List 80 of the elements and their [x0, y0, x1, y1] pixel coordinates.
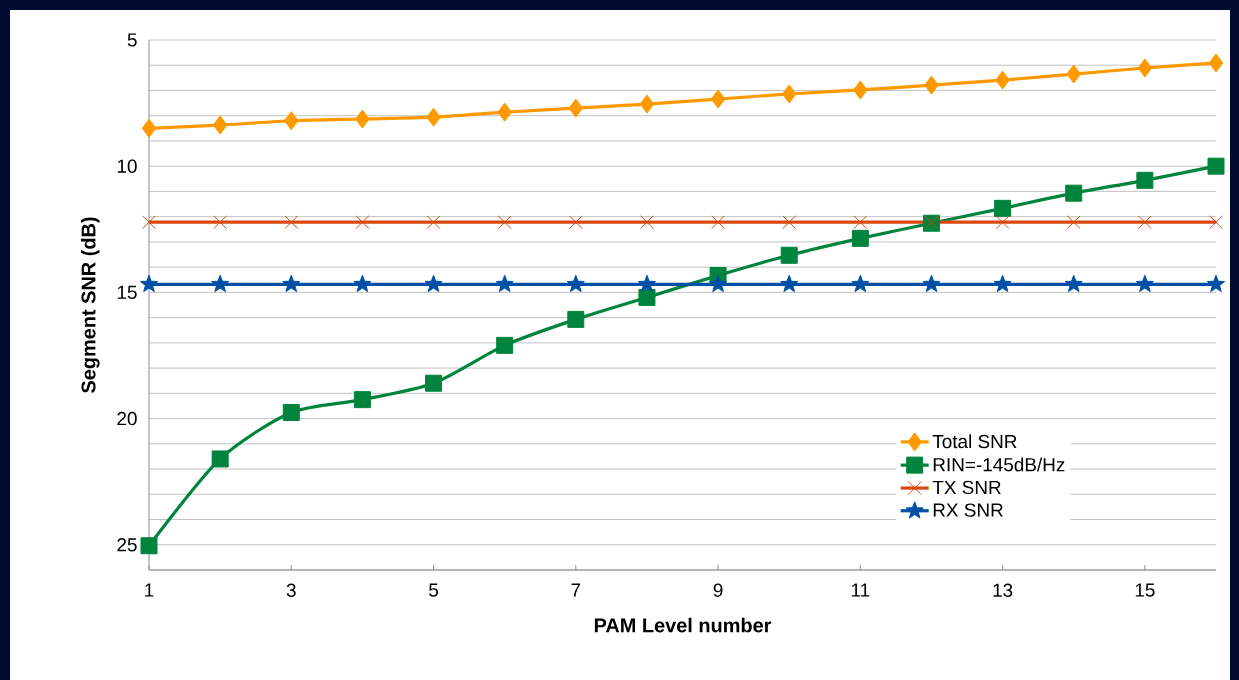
point — [1209, 215, 1223, 230]
x-tick-label: 3 — [286, 583, 296, 597]
point — [497, 215, 512, 230]
point — [1066, 64, 1081, 84]
x-tick-label: 1 — [145, 583, 154, 597]
point — [640, 215, 654, 230]
point — [781, 84, 797, 104]
y-tick-label: 5 — [127, 33, 137, 47]
point — [425, 374, 443, 392]
point — [497, 102, 512, 122]
x-tick-label: 7 — [571, 583, 581, 597]
point — [853, 80, 868, 100]
x-axis-title: PAM Level number — [594, 617, 772, 633]
point — [639, 94, 655, 114]
x-tick-label: 9 — [713, 583, 723, 597]
point — [709, 274, 728, 293]
legend-label: RX SNR — [933, 503, 1003, 517]
point — [284, 111, 299, 131]
point — [495, 274, 514, 293]
x-tick-label: 15 — [1135, 583, 1155, 597]
point — [424, 274, 443, 293]
point — [212, 115, 228, 135]
point — [1066, 215, 1081, 230]
point — [567, 310, 585, 328]
y-tick-label: 15 — [117, 285, 137, 299]
point — [995, 70, 1010, 90]
y-tick-label: 20 — [117, 411, 137, 426]
point — [355, 109, 370, 129]
point — [637, 274, 656, 293]
point — [994, 199, 1012, 217]
point — [353, 274, 372, 293]
point — [711, 215, 725, 230]
point — [496, 336, 514, 354]
point — [924, 75, 939, 95]
point — [993, 274, 1012, 293]
point — [426, 107, 441, 127]
point — [282, 404, 300, 422]
legend-label: Total SNR — [932, 434, 1017, 449]
point — [284, 215, 299, 230]
legend-label: TX SNR — [932, 480, 1001, 495]
point — [1065, 184, 1083, 202]
point — [139, 274, 159, 293]
point — [566, 274, 585, 293]
point — [851, 274, 870, 293]
point — [1208, 53, 1224, 73]
point — [568, 215, 583, 230]
point — [140, 537, 158, 555]
point — [782, 215, 797, 230]
point — [1064, 274, 1083, 293]
point — [353, 391, 371, 409]
point — [282, 274, 301, 293]
point — [780, 246, 798, 264]
point — [213, 215, 228, 230]
point — [142, 215, 156, 230]
point — [922, 274, 941, 293]
point — [426, 215, 441, 230]
point — [995, 215, 1010, 230]
point — [211, 450, 229, 468]
point — [141, 118, 157, 138]
y-tick-label: 10 — [117, 159, 137, 173]
point — [710, 89, 726, 109]
x-tick-label: 5 — [429, 583, 439, 597]
point — [211, 274, 230, 293]
point — [851, 229, 869, 247]
x-tick-label: 13 — [993, 583, 1013, 597]
legend-label: RIN=-145dB/Hz — [933, 457, 1065, 472]
point — [638, 288, 656, 306]
point — [568, 98, 584, 118]
point — [1137, 58, 1153, 78]
point — [1138, 215, 1152, 230]
y-axis-title: Segment SNR (dB) — [80, 217, 100, 393]
point — [1206, 274, 1226, 293]
point — [1207, 157, 1225, 175]
point — [1136, 171, 1154, 189]
point — [1135, 274, 1154, 293]
point — [355, 215, 370, 230]
point — [853, 215, 868, 230]
point — [780, 274, 799, 293]
y-tick-label: 25 — [117, 538, 137, 552]
x-tick-label: 11 — [851, 583, 870, 597]
